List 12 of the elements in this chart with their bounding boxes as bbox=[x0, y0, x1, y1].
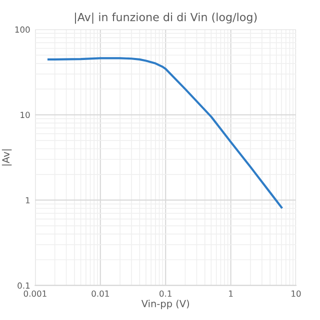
x-axis-title: Vin-pp (V) bbox=[141, 300, 189, 310]
x-tick-label: 0.001 bbox=[24, 290, 46, 297]
y-tick-label: 0.1 bbox=[18, 282, 30, 289]
y-tick-label: 1 bbox=[26, 197, 30, 204]
x-tick-label: 0.1 bbox=[160, 290, 172, 297]
x-tick-label: 1 bbox=[229, 290, 233, 297]
y-tick-label: 10 bbox=[20, 112, 30, 118]
y-tick-label: 100 bbox=[15, 26, 30, 33]
x-tick-label: 10 bbox=[292, 290, 301, 297]
y-axis-title: |Av| bbox=[2, 149, 12, 166]
x-tick-label: 0.01 bbox=[92, 290, 109, 297]
chart-title: |Av| in funzione di di Vin (log/log) bbox=[75, 12, 257, 24]
